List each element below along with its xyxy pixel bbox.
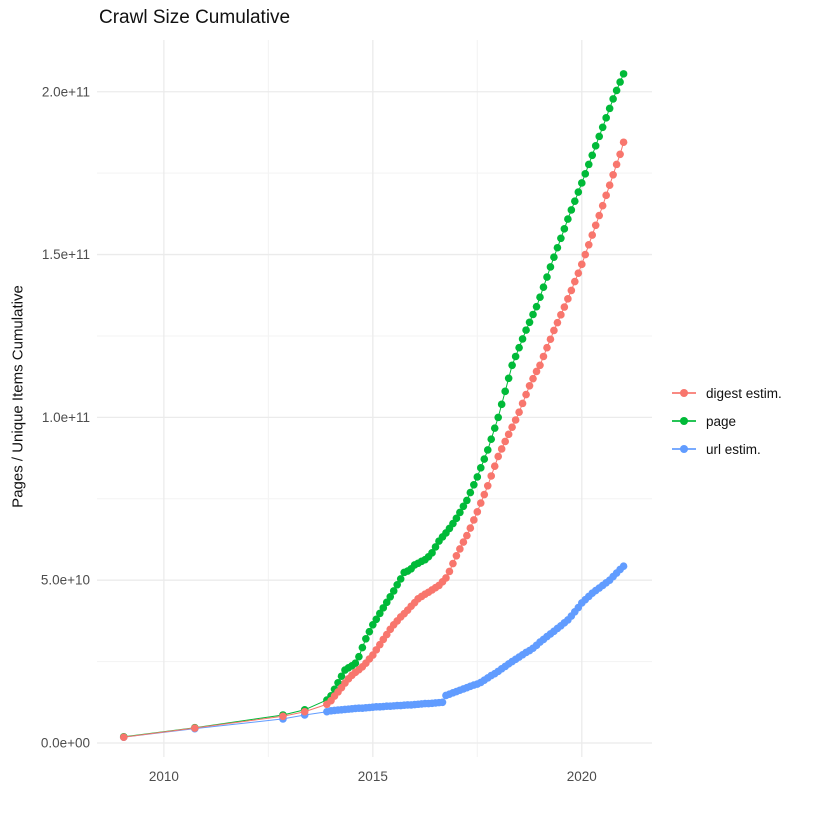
gridlines-major xyxy=(97,40,652,757)
legend-item-url: url estim. xyxy=(672,435,782,463)
series-digest-estim xyxy=(119,138,628,741)
y-axis-title: Pages / Unique Items Cumulative xyxy=(9,285,27,508)
y-tick-label: 5.0e+10 xyxy=(41,573,90,588)
y-tick-label: 0.0e+00 xyxy=(41,735,90,750)
series-digest-estim-points xyxy=(119,138,628,741)
x-tick-label: 2015 xyxy=(358,769,388,784)
x-tick-label: 2020 xyxy=(567,769,597,784)
page-legend-key-icon xyxy=(672,414,696,428)
legend-item-digest: digest estim. xyxy=(672,379,782,407)
url-legend-key-icon xyxy=(672,442,696,456)
series-page xyxy=(119,70,628,741)
digest-legend-key-icon xyxy=(672,386,696,400)
x-axis-tick-labels: 2010 2015 2020 xyxy=(149,769,597,784)
legend-item-page: page xyxy=(672,407,782,435)
legend-label-url: url estim. xyxy=(706,441,761,457)
legend: digest estim. page url estim. xyxy=(672,379,782,463)
chart-title: Crawl Size Cumulative xyxy=(99,7,291,28)
legend-label-page: page xyxy=(706,413,737,429)
series-page-points xyxy=(119,70,628,741)
series-url-estim-points xyxy=(119,562,628,741)
gridlines-minor xyxy=(97,40,652,757)
y-axis-tick-labels: 0.0e+00 5.0e+10 1.0e+11 1.5e+11 2.0e+11 xyxy=(41,84,90,750)
y-tick-label: 1.5e+11 xyxy=(42,247,90,262)
x-tick-label: 2010 xyxy=(149,769,179,784)
y-tick-label: 2.0e+11 xyxy=(42,84,90,99)
series-url-estim xyxy=(119,562,628,741)
legend-label-digest: digest estim. xyxy=(706,385,782,401)
y-tick-label: 1.0e+11 xyxy=(42,410,90,425)
